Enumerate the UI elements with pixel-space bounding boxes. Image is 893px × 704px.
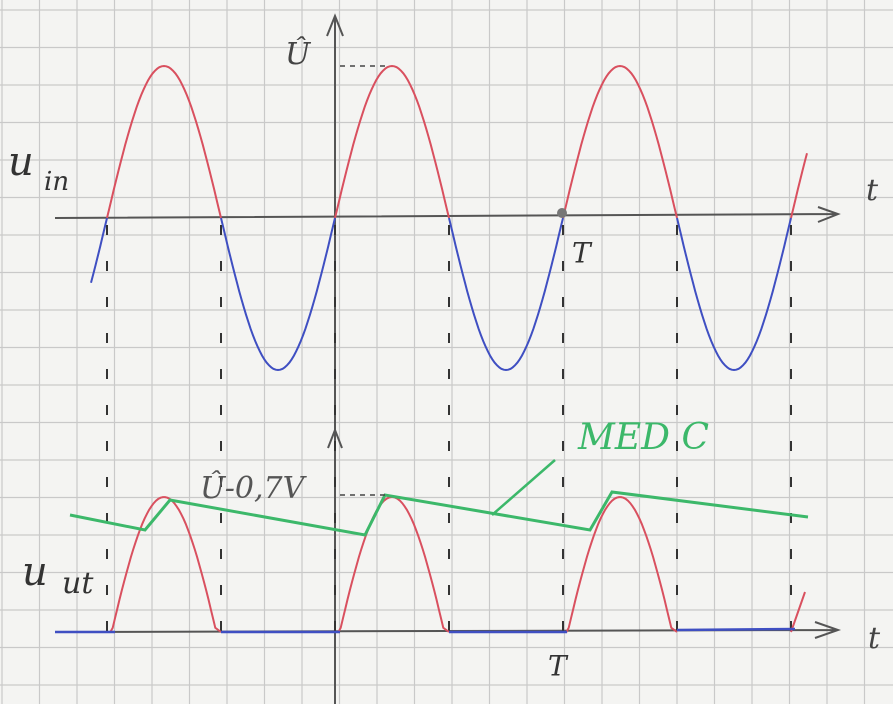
y-axis-label: Û bbox=[285, 36, 312, 72]
signal-label: u bbox=[8, 139, 34, 185]
x-axis-label: t bbox=[868, 621, 881, 656]
positive-half bbox=[106, 64, 808, 219]
output-zero bbox=[55, 627, 796, 634]
signal-label: u bbox=[22, 549, 48, 595]
peak-guide bbox=[340, 65, 385, 496]
y-axis-arrow bbox=[327, 427, 343, 449]
annotation: MED C bbox=[577, 417, 709, 458]
x-axis-label: t bbox=[866, 173, 879, 208]
period-point bbox=[557, 208, 567, 218]
annotation-pointer bbox=[491, 459, 556, 516]
drawing bbox=[54, 13, 842, 704]
period-label: T bbox=[548, 650, 569, 683]
signal-subscript: in bbox=[44, 167, 69, 197]
period-label: T bbox=[572, 237, 593, 270]
y-axis bbox=[326, 13, 344, 704]
x-axis bbox=[54, 206, 841, 223]
negative-half bbox=[90, 217, 792, 372]
output-wave bbox=[107, 496, 806, 633]
peak-label: Û-0,7V bbox=[200, 470, 308, 506]
smoothed-output bbox=[69, 490, 809, 537]
signal-subscript: ut bbox=[62, 566, 94, 601]
